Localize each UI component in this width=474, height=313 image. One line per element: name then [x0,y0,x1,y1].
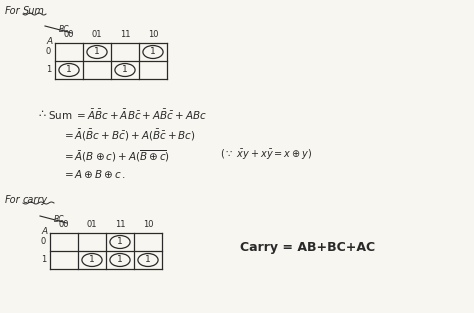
Text: BC: BC [59,25,70,34]
Text: 00: 00 [64,30,74,39]
Text: Carry = AB+BC+AC: Carry = AB+BC+AC [240,242,375,254]
Text: 0: 0 [41,238,46,247]
Text: For: For [5,195,21,205]
Text: 01: 01 [87,220,97,229]
Text: 10: 10 [143,220,153,229]
Text: 1: 1 [94,48,100,57]
Text: 11: 11 [115,220,125,229]
Text: 1: 1 [117,238,123,247]
Text: 1: 1 [46,65,51,74]
Text: $= \bar{A}(\bar{B}c + B\bar{c}) + A(\bar{B}\bar{c} + Bc)$: $= \bar{A}(\bar{B}c + B\bar{c}) + A(\bar… [62,128,196,143]
Text: 00: 00 [59,220,69,229]
Text: 01: 01 [92,30,102,39]
Text: 1: 1 [66,65,72,74]
Text: ($\because\ \bar{x}y + x\bar{y} = x \oplus y$): ($\because\ \bar{x}y + x\bar{y} = x \opl… [220,148,312,162]
Text: 1: 1 [145,255,151,264]
Text: carry: carry [23,195,48,205]
Text: Sum $= \bar{A}\bar{B}c + \bar{A}B\bar{c} + A\bar{B}\bar{c} + ABc$: Sum $= \bar{A}\bar{B}c + \bar{A}B\bar{c}… [48,108,207,122]
Text: 1: 1 [150,48,156,57]
Text: 1: 1 [41,255,46,264]
Text: $= A \oplus B \oplus c\,.$: $= A \oplus B \oplus c\,.$ [62,168,126,180]
Text: 10: 10 [148,30,158,39]
Text: A: A [42,227,48,236]
Text: $= \bar{A}(B \oplus c) + A(\overline{B \oplus c})$: $= \bar{A}(B \oplus c) + A(\overline{B \… [62,148,170,164]
Text: 0: 0 [46,48,51,57]
Text: $\therefore$: $\therefore$ [36,108,46,118]
Text: For: For [5,6,21,16]
Text: 1: 1 [89,255,95,264]
Text: A: A [47,37,53,46]
Text: 1: 1 [122,65,128,74]
Text: 11: 11 [120,30,130,39]
Text: Sum: Sum [23,6,45,16]
Text: 1: 1 [117,255,123,264]
Text: BC: BC [54,215,64,224]
